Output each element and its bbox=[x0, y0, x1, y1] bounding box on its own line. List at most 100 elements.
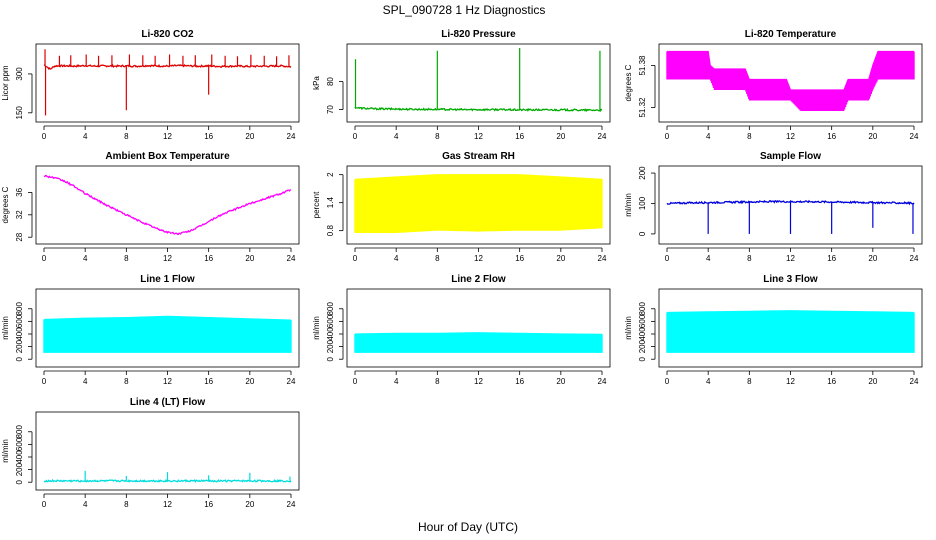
x-tick-label: 8 bbox=[435, 132, 440, 141]
x-tick-label: 20 bbox=[556, 377, 565, 386]
y-tick-label: 70 bbox=[326, 105, 335, 114]
y-tick-label: 600 bbox=[15, 437, 24, 451]
y-axis-label: ml/min bbox=[624, 193, 633, 217]
series-line bbox=[43, 63, 292, 70]
x-axis: 0 4 8 12 16 20 24 bbox=[42, 125, 296, 141]
y-tick-label: 400 bbox=[638, 327, 647, 341]
x-tick-label: 0 bbox=[42, 132, 47, 141]
x-axis: 0 4 8 12 16 20 24 bbox=[42, 247, 296, 263]
band-series bbox=[666, 51, 915, 111]
band-series bbox=[666, 310, 915, 353]
data-marks bbox=[666, 50, 915, 111]
band-upper-edge bbox=[354, 174, 603, 180]
y-tick-label: 300 bbox=[15, 67, 24, 81]
y-tick-label: 600 bbox=[638, 314, 647, 328]
panel-line4-flow: Line 4 (LT) Flow ml/min 0 4 8 12 16 20 24 0 200400… bbox=[1, 397, 300, 509]
y-tick-label: 150 bbox=[15, 106, 24, 120]
y-tick-label: 400 bbox=[15, 450, 24, 464]
x-tick-label: 12 bbox=[474, 254, 483, 263]
x-tick-label: 0 bbox=[353, 132, 358, 141]
band-upper-edge bbox=[666, 310, 915, 314]
data-marks bbox=[354, 174, 603, 233]
data-marks bbox=[666, 199, 915, 234]
y-tick-label: 0 bbox=[326, 356, 335, 361]
panel-title: Li-820 Temperature bbox=[745, 29, 837, 40]
x-tick-label: 12 bbox=[474, 377, 483, 386]
x-tick-label: 12 bbox=[163, 377, 172, 386]
data-marks bbox=[43, 470, 292, 484]
x-tick-label: 8 bbox=[747, 132, 752, 141]
band-upper-edge bbox=[43, 315, 292, 321]
x-tick-label: 16 bbox=[827, 132, 836, 141]
y-tick-label: 100 bbox=[638, 196, 647, 210]
data-marks bbox=[43, 315, 292, 353]
data-marks bbox=[43, 174, 292, 236]
x-tick-label: 12 bbox=[786, 377, 795, 386]
y-tick-label: 200 bbox=[15, 462, 24, 476]
panel-title: Line 3 Flow bbox=[763, 274, 818, 285]
y-axis: 51.32 51.38 bbox=[638, 55, 656, 118]
x-tick-label: 24 bbox=[910, 254, 919, 263]
series-line bbox=[43, 174, 292, 236]
panel-line1-flow: Line 1 Flow ml/min 0 4 8 12 16 20 24 0 20040060080… bbox=[1, 274, 300, 386]
y-tick-label: 0.8 bbox=[326, 225, 335, 237]
y-axis: 0 100 200 bbox=[638, 166, 656, 236]
y-tick-label: 0 bbox=[638, 231, 647, 236]
plot-frame bbox=[658, 288, 923, 368]
x-tick-label: 16 bbox=[515, 254, 524, 263]
y-tick-label: 600 bbox=[15, 314, 24, 328]
y-tick-label: 2 bbox=[326, 172, 335, 177]
y-tick-label: 80 bbox=[326, 77, 335, 86]
x-tick-label: 24 bbox=[910, 377, 919, 386]
x-tick-label: 24 bbox=[287, 132, 296, 141]
x-tick-label: 0 bbox=[353, 254, 358, 263]
x-tick-label: 24 bbox=[598, 132, 607, 141]
y-tick-label: 36 bbox=[15, 187, 24, 196]
x-tick-label: 12 bbox=[786, 254, 795, 263]
plot-frame bbox=[35, 43, 300, 123]
plot-frame bbox=[35, 165, 300, 245]
y-tick-label: 800 bbox=[15, 302, 24, 316]
x-axis: 0 4 8 12 16 20 24 bbox=[665, 370, 919, 386]
plot-frame bbox=[35, 411, 300, 491]
panel-title: Sample Flow bbox=[760, 151, 821, 162]
x-tick-label: 4 bbox=[394, 132, 399, 141]
data-marks bbox=[354, 48, 603, 113]
panel-title: Li-820 Pressure bbox=[441, 29, 516, 40]
y-axis-label: ml/min bbox=[624, 316, 633, 340]
panel-co2: Li-820 CO2 Licor ppm 0 4 8 12 16 20 24 150 300 bbox=[1, 29, 300, 141]
band-series bbox=[354, 332, 603, 353]
x-tick-label: 16 bbox=[204, 500, 213, 509]
x-axis: 0 4 8 12 16 20 24 bbox=[665, 247, 919, 263]
x-tick-label: 24 bbox=[287, 377, 296, 386]
x-tick-label: 4 bbox=[706, 132, 711, 141]
x-tick-label: 16 bbox=[827, 377, 836, 386]
y-axis-label: ml/min bbox=[312, 316, 321, 340]
x-tick-label: 16 bbox=[204, 254, 213, 263]
y-tick-label: 200 bbox=[638, 339, 647, 353]
x-tick-label: 8 bbox=[747, 254, 752, 263]
x-axis: 0 4 8 12 16 20 24 bbox=[665, 125, 919, 141]
y-tick-label: 0 bbox=[638, 356, 647, 361]
y-tick-label: 0 bbox=[15, 479, 24, 484]
y-axis: 0.8 1.4 2 bbox=[326, 172, 344, 237]
panel-title: Line 1 Flow bbox=[140, 274, 195, 285]
x-tick-label: 12 bbox=[786, 132, 795, 141]
x-tick-label: 20 bbox=[245, 254, 254, 263]
y-tick-label: 400 bbox=[15, 327, 24, 341]
y-axis: 28 32 36 bbox=[15, 187, 33, 242]
y-axis-label: Licor ppm bbox=[1, 65, 10, 100]
y-axis: 70 80 bbox=[326, 77, 344, 114]
x-tick-label: 4 bbox=[706, 254, 711, 263]
x-tick-label: 0 bbox=[665, 377, 670, 386]
band-upper-edge bbox=[667, 50, 914, 91]
x-tick-label: 8 bbox=[124, 500, 129, 509]
figure-title: SPL_090728 1 Hz Diagnostics bbox=[383, 3, 546, 17]
plot-frame bbox=[346, 288, 611, 368]
x-tick-label: 16 bbox=[515, 377, 524, 386]
y-tick-label: 600 bbox=[326, 314, 335, 328]
